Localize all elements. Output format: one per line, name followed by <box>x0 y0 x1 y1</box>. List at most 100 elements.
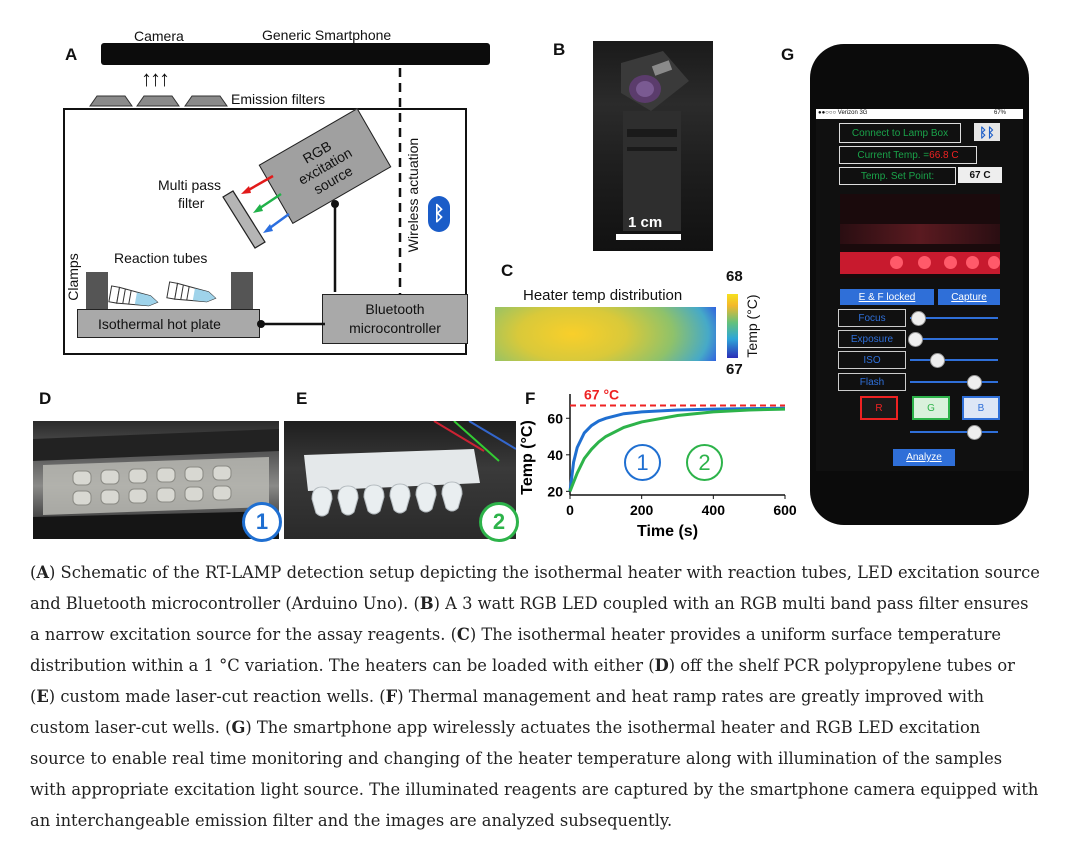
phone-slider[interactable] <box>910 425 998 440</box>
reference-annotation: 67 °C <box>584 386 619 402</box>
pcr-tubes-photo <box>33 421 279 539</box>
legend-1: 1 <box>624 444 661 481</box>
phone-slider-knob[interactable] <box>967 375 983 390</box>
y-tick-label: 60 <box>547 410 563 426</box>
phone-slider-knob[interactable] <box>911 311 927 326</box>
caption-text: off the shelf PCR polypropylene tubes or <box>675 656 1015 675</box>
set-point-label: Temp. Set Point: <box>839 167 956 185</box>
current-temp-value: 66.8 C <box>929 149 959 161</box>
capture-button[interactable]: Capture <box>938 289 1000 305</box>
x-tick-label: 600 <box>773 502 797 518</box>
iso-label: ISO <box>838 351 906 369</box>
badge-1-d: 1 <box>242 502 282 542</box>
bluetooth-microcontroller: Bluetooth microcontroller <box>322 294 468 344</box>
reaction-tubes-label: Reaction tubes <box>114 250 208 266</box>
caption-paren: ( <box>30 563 37 582</box>
current-temp-label: Current Temp. = <box>857 149 930 161</box>
caption-panel-letter: C <box>456 625 470 644</box>
light-arrows: ↑↑↑ <box>141 66 170 91</box>
caption-paren: ( <box>379 687 386 706</box>
r-button[interactable]: R <box>860 396 898 420</box>
x-axis-label: Time (s) <box>637 523 698 540</box>
caption-text: The isothermal heater provides a uniform… <box>30 625 1002 675</box>
caption-text: The smartphone app wirelessly actuates t… <box>30 718 1039 830</box>
heater-heatmap <box>495 307 716 361</box>
caption-paren: ( <box>413 594 420 613</box>
phone-slider-knob[interactable] <box>908 332 924 347</box>
clamp-left <box>86 272 108 310</box>
exposure-label: Exposure <box>838 330 906 348</box>
caption-text: custom made laser-cut reaction wells. <box>55 687 380 706</box>
analyze-button[interactable]: Analyze <box>893 449 955 466</box>
legend-2: 2 <box>686 444 723 481</box>
phone-slider[interactable] <box>910 375 998 390</box>
caption-paren: ( <box>225 718 232 737</box>
caption-panel-letter: A <box>36 563 49 582</box>
x-tick-label: 400 <box>702 502 726 518</box>
series-line <box>568 406 786 492</box>
g-button[interactable]: G <box>912 396 950 420</box>
bluetooth-icon: ᛒ <box>428 196 450 232</box>
x-tick-label: 200 <box>630 502 654 518</box>
b-button[interactable]: B <box>962 396 1000 420</box>
reaction-tubes <box>108 281 217 307</box>
focus-label: Focus <box>838 309 906 327</box>
scale-label: 1 cm <box>628 214 663 231</box>
emission-filter-shapes <box>89 95 228 107</box>
wireless-dashed-line <box>398 68 402 294</box>
panel-letter-f: F <box>525 389 536 408</box>
y-tick-label: 20 <box>547 483 563 499</box>
phone-slider-knob[interactable] <box>967 425 983 440</box>
bluetooth-toggle-icon[interactable]: ᛒᛒ <box>974 123 1000 141</box>
clamps-label: Clamps <box>65 253 81 301</box>
wireless-label: Wireless actuation <box>405 137 421 253</box>
x-tick-label: 0 <box>566 502 574 518</box>
smartphone-label: Generic Smartphone <box>262 27 392 43</box>
caption-panel-letter: D <box>654 656 669 675</box>
caption-panel-letter: F <box>385 687 398 706</box>
phone-screen: ●●○○○ Verizon 3G 67% Connect to Lamp Box… <box>816 109 1023 471</box>
camera-label: Camera <box>134 28 184 44</box>
phone-slider-knob[interactable] <box>930 353 946 368</box>
mcu-line-2: microcontroller <box>349 320 441 336</box>
caption-text: Schematic of the RT-LAMP detection setup… <box>30 563 1040 613</box>
camera-preview <box>840 194 1000 278</box>
y-axis-label: Temp (°C) <box>519 420 536 495</box>
set-point-input[interactable]: 67 C <box>958 167 1002 183</box>
isothermal-hot-plate <box>77 309 260 338</box>
current-temp-box: Current Temp. = 66.8 C <box>839 146 977 164</box>
phone-slider[interactable] <box>910 311 998 326</box>
colorbar-label: Temp (°C) <box>744 294 760 358</box>
heatmap-colorbar <box>727 294 738 358</box>
colorbar-min: 67 <box>726 361 743 378</box>
multi-pass-label: Multi pass <box>158 177 222 193</box>
panel-letter-a: A <box>65 45 78 64</box>
caption-paren: ( <box>30 687 37 706</box>
series-line <box>568 407 786 492</box>
y-tick-label: 40 <box>547 447 563 463</box>
caption-text: A 3 watt RGB LED coupled with an RGB mul… <box>30 594 1029 644</box>
mcu-wire <box>257 320 325 328</box>
panel-letter-c: C <box>501 261 514 280</box>
phone-slider[interactable] <box>910 353 998 368</box>
caption-panel-letter: G <box>231 718 246 737</box>
panel-letter-e: E <box>296 389 308 408</box>
heater-title: Heater temp distribution <box>523 287 683 304</box>
connect-button[interactable]: Connect to Lamp Box <box>839 123 961 143</box>
panel-letter-b: B <box>553 40 566 59</box>
figure-caption: (A) Schematic of the RT-LAMP detection s… <box>30 563 1040 830</box>
badge-2-e: 2 <box>479 502 519 542</box>
caption-panel-letter: E <box>36 687 49 706</box>
flash-label: Flash <box>838 373 906 391</box>
caption-paren: ( <box>450 625 457 644</box>
caption-paren: ( <box>648 656 655 675</box>
ef-locked-button[interactable]: E & F locked <box>840 289 934 305</box>
emission-filters-label: Emission filters <box>231 91 326 107</box>
panel-letter-d: D <box>39 389 52 408</box>
panel-letter-g: G <box>781 45 795 64</box>
phone-slider[interactable] <box>908 332 998 347</box>
clamp-right <box>231 272 253 310</box>
carrier-text: ●●○○○ Verizon 3G <box>818 110 868 116</box>
rgb-led-photo <box>593 41 713 251</box>
colorbar-max: 68 <box>726 268 743 285</box>
